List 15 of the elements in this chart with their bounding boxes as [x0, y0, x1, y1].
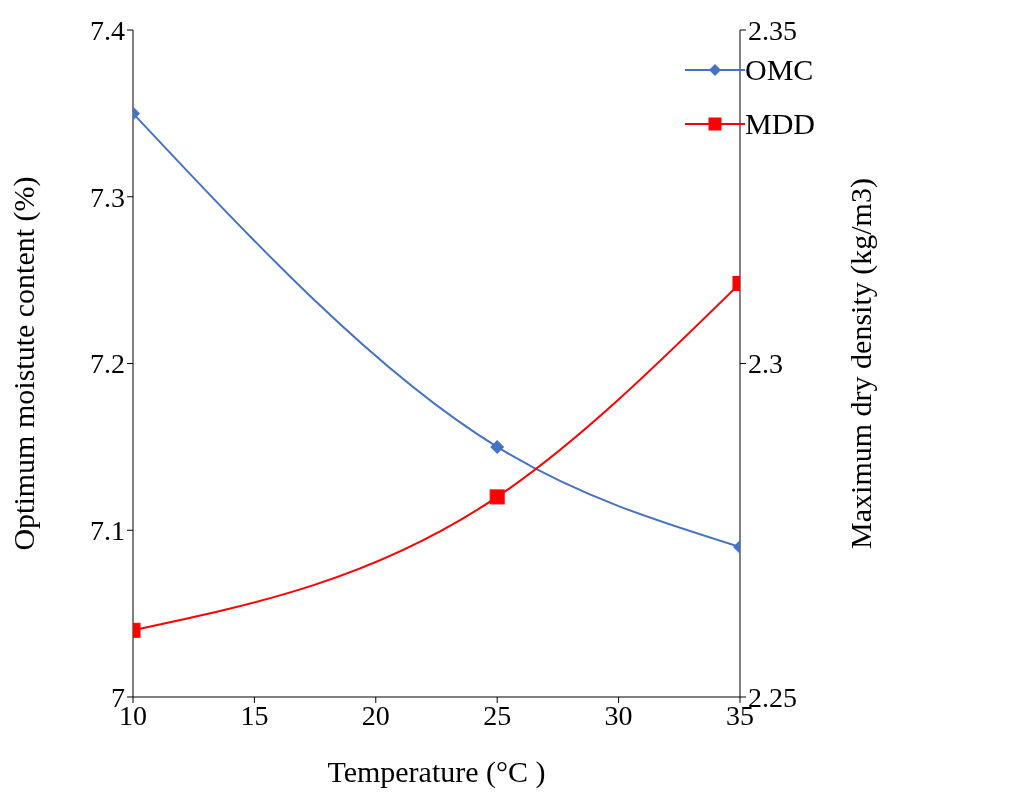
- y-tick-label: 7.2: [90, 348, 125, 380]
- x-axis-title: Temperature (°C ): [327, 755, 546, 789]
- x-tick-label: 15: [240, 699, 269, 731]
- x-tick-label: 20: [361, 699, 390, 731]
- y2-tick-label: 2.35: [747, 14, 797, 46]
- legend-label: OMC: [744, 53, 814, 87]
- y-tick-label: 7.3: [90, 181, 125, 213]
- y-tick-label: 7.1: [90, 515, 125, 547]
- y2-axis-title: Maximum dry density (kg/m3): [843, 178, 878, 549]
- x-tick-label: 25: [483, 699, 512, 731]
- y2-tick-label: 2.3: [747, 348, 783, 380]
- y-tick-label: 7.4: [90, 14, 125, 46]
- y-axis-title: Optimum moistute content (%): [6, 176, 41, 551]
- legend-label: MDD: [744, 107, 815, 141]
- x-tick-label: 30: [604, 699, 633, 731]
